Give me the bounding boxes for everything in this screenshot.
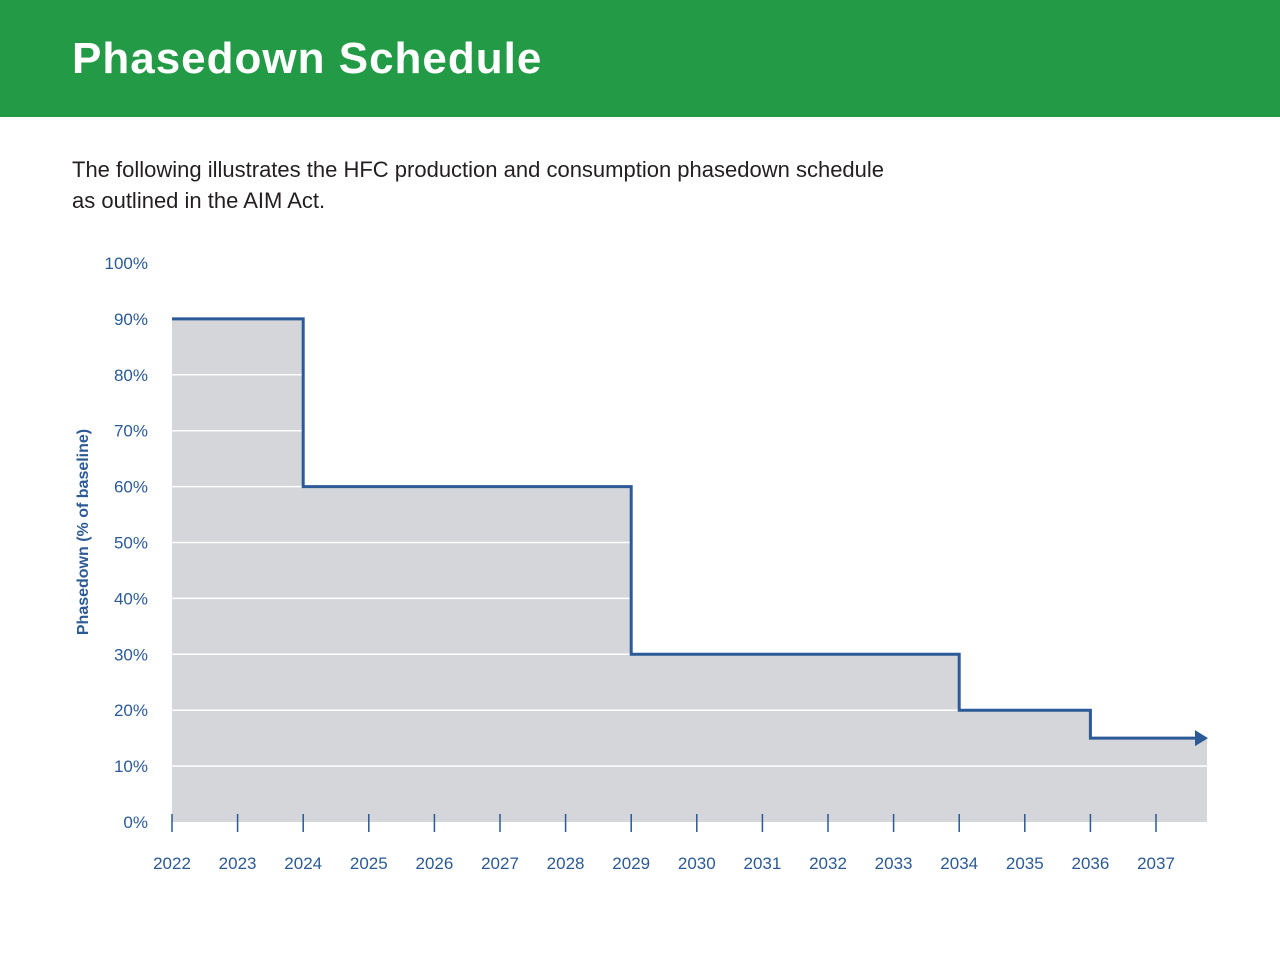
- x-tick-label: 2031: [743, 854, 781, 873]
- y-tick-label: 80%: [114, 366, 148, 385]
- y-tick-label: 0%: [123, 813, 148, 832]
- subtitle-line-2: as outlined in the AIM Act.: [72, 188, 326, 213]
- y-tick-label: 30%: [114, 645, 148, 664]
- x-tick-label: 2036: [1071, 854, 1109, 873]
- y-tick-label: 70%: [114, 422, 148, 441]
- header-banner: Phasedown Schedule: [0, 0, 1280, 117]
- subtitle: The following illustrates the HFC produc…: [72, 154, 972, 216]
- x-tick-label: 2028: [547, 854, 585, 873]
- area-layer: [172, 318, 1207, 822]
- x-tick-label: 2033: [875, 854, 913, 873]
- x-tick-label: 2029: [612, 854, 650, 873]
- y-axis-label: Phasedown (% of baseline): [75, 429, 92, 635]
- x-tick-label: 2023: [219, 854, 257, 873]
- area-fill: [172, 318, 1207, 822]
- x-tick-label: 2030: [678, 854, 716, 873]
- x-tick-label: 2025: [350, 854, 388, 873]
- series-line: [172, 317, 1203, 740]
- y-tick-label: 100%: [105, 254, 148, 273]
- x-tick-label: 2027: [481, 854, 519, 873]
- y-tick-label: 40%: [114, 589, 148, 608]
- x-tick-label: 2035: [1006, 854, 1044, 873]
- x-tick-label: 2024: [284, 854, 322, 873]
- x-tick-label: 2026: [415, 854, 453, 873]
- page-title: Phasedown Schedule: [72, 34, 543, 83]
- arrow-head-icon: [1195, 730, 1208, 747]
- x-tick-label: 2037: [1137, 854, 1175, 873]
- x-tick-label: 2032: [809, 854, 847, 873]
- y-tick-label: 10%: [114, 757, 148, 776]
- x-tick-label: 2022: [153, 854, 191, 873]
- y-tick-label: 90%: [114, 310, 148, 329]
- series-layer: [171, 317, 1208, 747]
- x-tick-marks: 2022 2023 2024 2025 2026 2027 2028 2029 2030 2031…: [153, 814, 1175, 873]
- y-tick-label: 60%: [114, 478, 148, 497]
- y-tick-label: 50%: [114, 534, 148, 553]
- y-tick-label: 20%: [114, 701, 148, 720]
- x-tick-label: 2034: [940, 854, 978, 873]
- y-tick-labels: 0% 10% 20% 30% 40% 50% 60% 70% 80% 90% 100%: [105, 254, 148, 832]
- subtitle-line-1: The following illustrates the HFC produc…: [72, 157, 885, 182]
